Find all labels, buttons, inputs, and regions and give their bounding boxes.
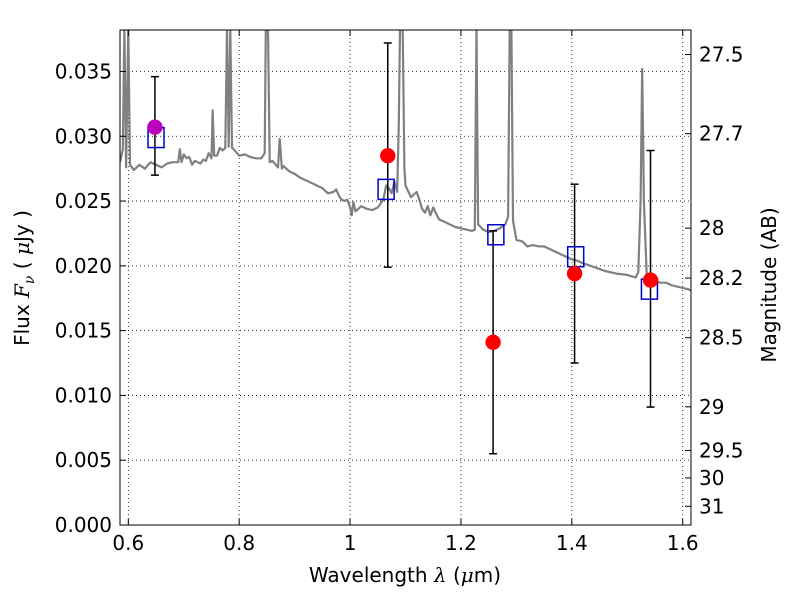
y-tick-label: 0.010 <box>55 383 112 407</box>
x-tick-label: 1.2 <box>445 531 477 555</box>
magnitude-tick-label: 28.2 <box>699 266 744 290</box>
observed-flux-marker <box>485 334 501 351</box>
x-tick-label: 1.4 <box>556 531 588 555</box>
magnitude-tick-label: 27.7 <box>699 122 744 146</box>
y-tick-label: 0.000 <box>55 513 112 537</box>
grid-lines <box>120 30 691 526</box>
model-square-marker <box>377 178 395 201</box>
magnitude-tick-label: 30 <box>699 466 724 490</box>
spectrum-layer <box>120 30 691 292</box>
x-axis-label: Wavelength λ (μm) <box>309 563 501 587</box>
y-tick-label: 0.015 <box>55 319 112 343</box>
magnitude-axis-ticks: 27.5 27.7 28 28.2 28.5 29 29.5 30 31 <box>685 42 744 518</box>
magnitude-tick-label: 27.5 <box>699 42 744 66</box>
x-tick-label: 1 <box>344 531 357 555</box>
y-tick-label: 0.030 <box>55 124 112 148</box>
observed-flux-marker <box>147 119 163 135</box>
model-square-marker <box>487 223 505 246</box>
model-square-marker <box>566 246 585 268</box>
y-axis-ticks: 0.000 0.005 0.010 0.015 0.020 0.025 0.030 0.035 <box>55 59 126 537</box>
magnitude-tick-label: 29.5 <box>699 438 744 462</box>
observed-flux-marker <box>380 147 396 164</box>
y-tick-label: 0.005 <box>55 448 112 472</box>
magnitude-tick-label: 28.5 <box>699 326 744 350</box>
x-tick-label: 0.8 <box>223 531 255 555</box>
magnitude-axis-label: Magnitude (AB) <box>757 207 781 362</box>
y-tick-label: 0.035 <box>55 59 112 83</box>
observed-flux-marker <box>642 272 659 288</box>
spectrum-line <box>120 30 691 292</box>
marker-layer <box>147 119 659 351</box>
magnitude-tick-label: 28 <box>699 216 724 240</box>
magnitude-tick-label: 29 <box>699 395 724 419</box>
y-axis-label: Flux Fν ( μJy ) <box>10 210 38 346</box>
x-axis-ticks: 0.6 0.8 1 1.2 1.4 1.6 <box>112 30 699 555</box>
observed-flux-marker <box>566 265 583 282</box>
y-tick-label: 0.020 <box>55 254 112 278</box>
plot-frame <box>119 29 692 526</box>
y-tick-label: 0.025 <box>55 189 112 213</box>
magnitude-tick-label: 31 <box>699 494 724 518</box>
x-tick-label: 0.6 <box>112 531 144 555</box>
x-tick-label: 1.6 <box>667 531 699 555</box>
